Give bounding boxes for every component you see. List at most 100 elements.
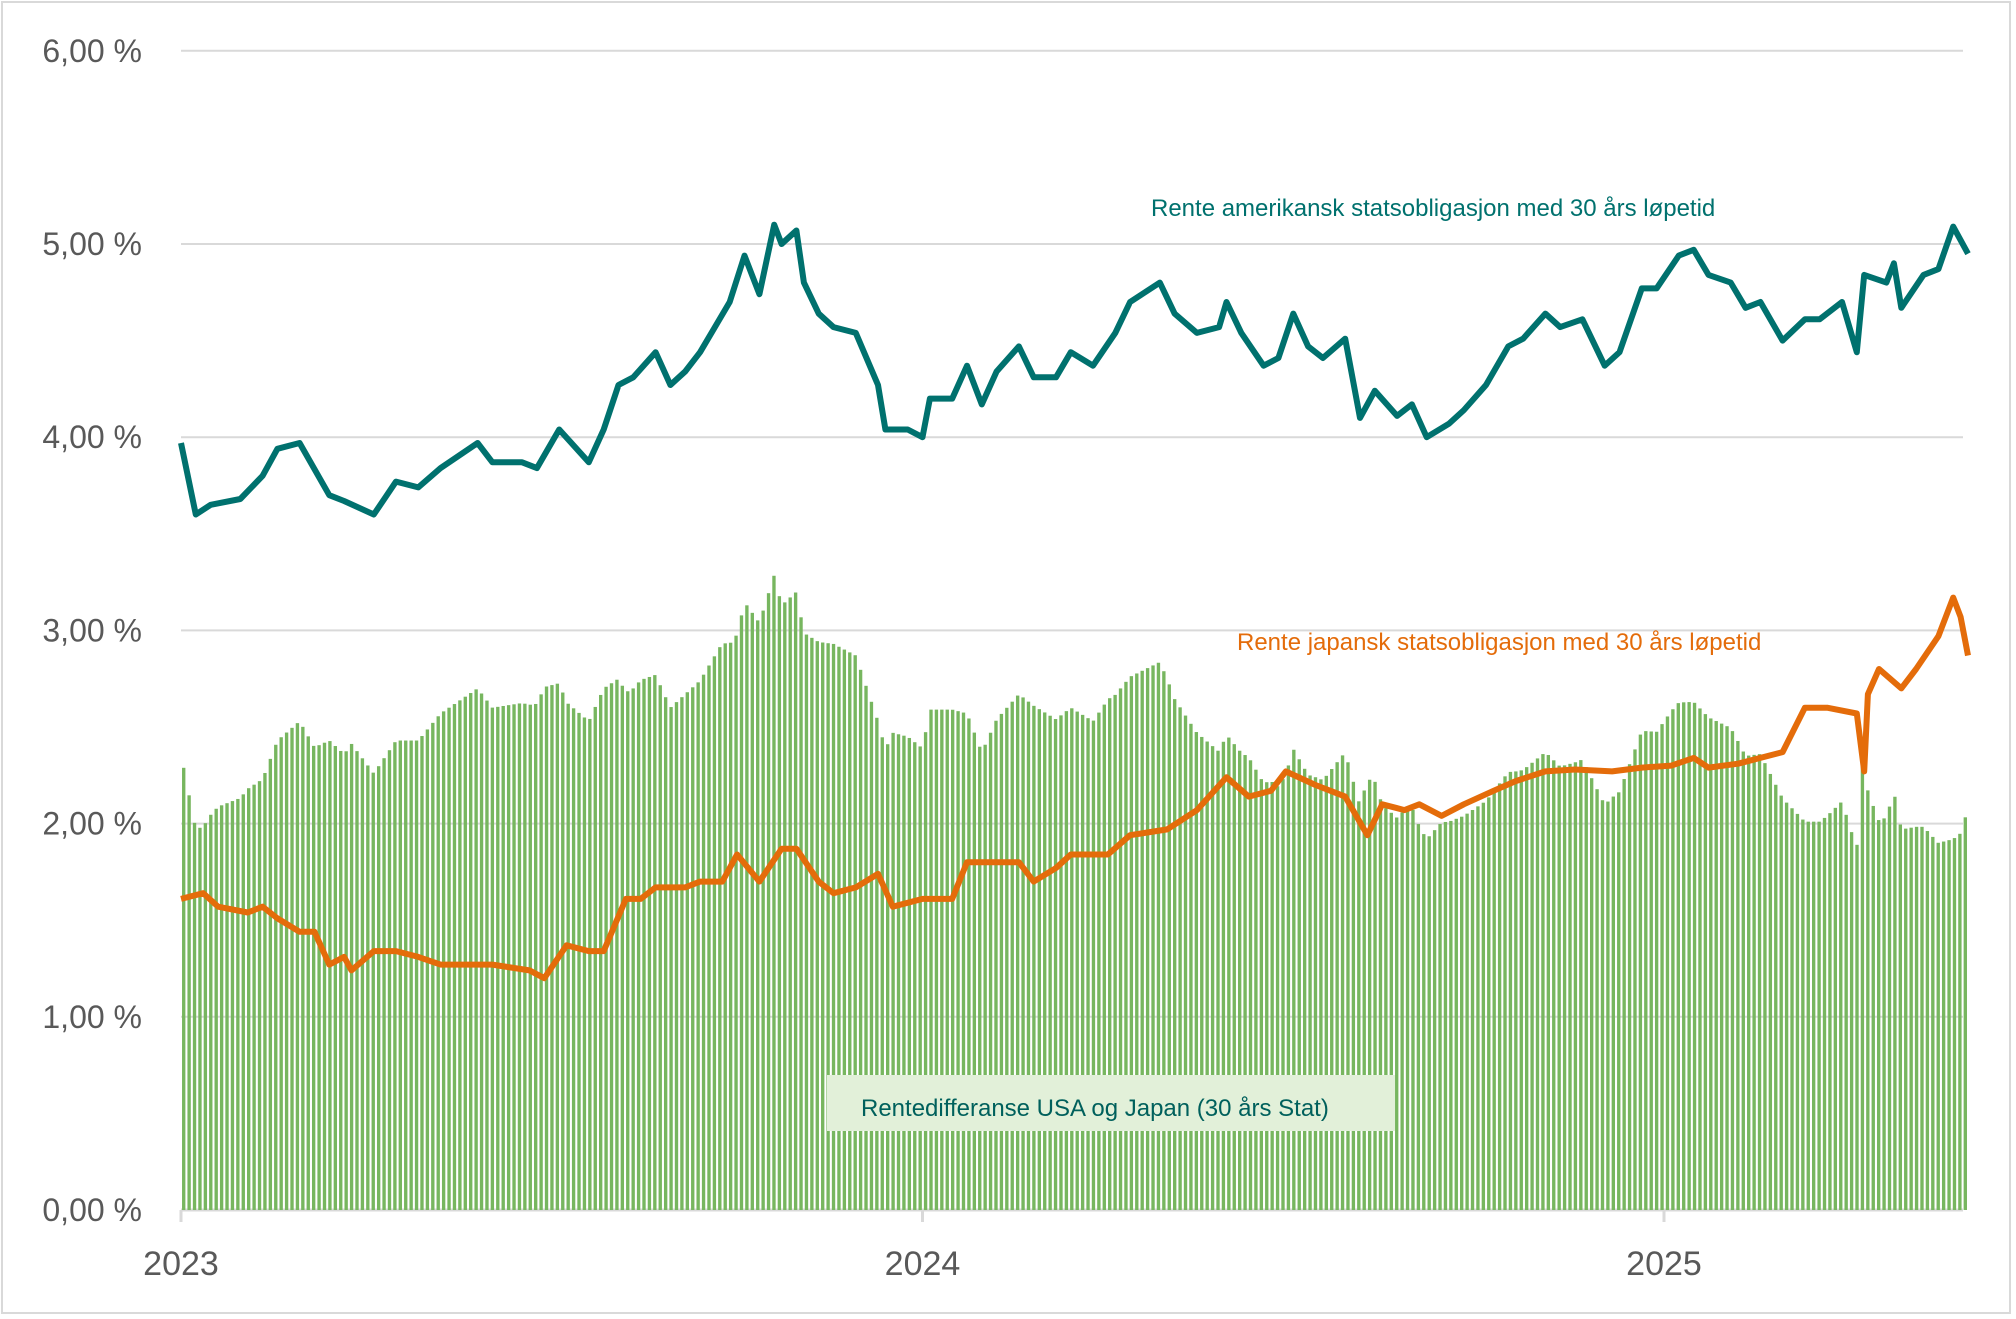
spread-bar (198, 827, 202, 1210)
spread-bar (420, 736, 424, 1210)
spread-bar (631, 688, 635, 1210)
spread-bar (1709, 718, 1713, 1210)
spread-bar (414, 740, 419, 1210)
spread-bar (609, 683, 614, 1210)
spread-bar (1562, 765, 1567, 1210)
spread-bar (1514, 771, 1518, 1210)
spread-bar (1308, 775, 1312, 1210)
spread-bar (1682, 702, 1686, 1210)
spread-bar (539, 694, 543, 1210)
spread-bar (1568, 763, 1572, 1210)
spread-bar (355, 751, 359, 1210)
spread-bar (458, 700, 462, 1210)
spread-bar (653, 675, 657, 1210)
spread-bar (339, 750, 343, 1210)
spread-bar (1237, 750, 1242, 1210)
spread-bar (1362, 790, 1366, 1210)
y-tick-label: 5,00 % (42, 226, 142, 262)
spread-bar (826, 643, 830, 1210)
spread-bar (1822, 817, 1827, 1210)
spread-bar (1330, 769, 1334, 1210)
spread-bar (268, 758, 273, 1210)
spread-bar (1265, 782, 1269, 1210)
spread-bar (1135, 673, 1139, 1210)
spread-bar (1649, 731, 1653, 1210)
spread-bar (1654, 731, 1659, 1210)
spread-bar (804, 634, 809, 1210)
spread-bar (1817, 821, 1821, 1210)
spread-bar (896, 734, 901, 1210)
spread-bar (1855, 844, 1859, 1210)
spread-bar (1422, 834, 1426, 1210)
spread-bar (1839, 802, 1843, 1210)
spread-bar (761, 610, 765, 1210)
spread-bar (1552, 760, 1556, 1210)
spread-bar (1958, 833, 1962, 1210)
spread-bar (837, 646, 841, 1210)
spread-bar (956, 711, 960, 1210)
spread-bar (994, 720, 998, 1210)
spread-bar (821, 642, 825, 1210)
y-tick-label: 2,00 % (42, 806, 142, 842)
spread-bar (474, 689, 478, 1210)
spread-bar (1411, 809, 1415, 1210)
spread-bar (1573, 762, 1578, 1210)
spread-bar (1524, 767, 1529, 1210)
spread-bar (257, 781, 262, 1210)
spread-bar (469, 693, 473, 1210)
spread-bar (1108, 698, 1112, 1210)
spread-bar (1622, 779, 1626, 1210)
spread-bar (1893, 796, 1897, 1210)
spread-bar (750, 612, 754, 1210)
spread-bar (1059, 715, 1063, 1210)
spread-bar (322, 742, 327, 1210)
spread-bar (1395, 817, 1399, 1210)
spread-bar (1021, 697, 1025, 1210)
spread-bar (1584, 767, 1588, 1210)
spread-bar (1232, 744, 1236, 1210)
spread-bar (978, 746, 982, 1210)
spread-bar (907, 737, 912, 1210)
spread-bar (279, 737, 283, 1210)
spread-bar (203, 823, 208, 1210)
spread-bar (950, 709, 955, 1210)
spread-bar (1075, 711, 1079, 1210)
spread-bar (967, 718, 971, 1210)
spread-bar (1043, 712, 1047, 1210)
spread-bar (236, 798, 240, 1210)
spread-bar (1687, 702, 1691, 1210)
spread-bar (880, 737, 884, 1210)
spread-bar (344, 751, 348, 1210)
spread-bar (886, 744, 890, 1210)
spread-bar (425, 729, 430, 1210)
spread-bar (311, 745, 316, 1210)
spread-bar (301, 726, 305, 1210)
spread-bar (1487, 797, 1491, 1210)
spread-bar (225, 803, 229, 1210)
spread-bar (571, 708, 576, 1210)
spread-bar (1725, 726, 1729, 1210)
y-tick-label: 0,00 % (42, 1192, 142, 1228)
spread-bar (1963, 817, 1967, 1210)
spread-bar (290, 727, 294, 1210)
spread-bar (1579, 760, 1583, 1210)
spread-bar (1297, 759, 1301, 1210)
spread-bar (328, 741, 332, 1210)
spread-bar (663, 697, 668, 1210)
spread-bar (945, 709, 949, 1210)
spread-bar (1860, 746, 1865, 1210)
spread-bar (799, 617, 803, 1210)
spread-bar (972, 732, 977, 1210)
spread-bar (1741, 751, 1745, 1210)
spread-bar (766, 593, 771, 1210)
spread-bar (1757, 754, 1762, 1210)
spread-bar (999, 713, 1004, 1210)
spread-bar (691, 687, 695, 1210)
spread-bar (1281, 779, 1285, 1210)
spread-bar (544, 686, 549, 1210)
spread-bar (1692, 702, 1697, 1210)
spread-bar (1319, 779, 1323, 1210)
spread-bar (1882, 818, 1886, 1210)
